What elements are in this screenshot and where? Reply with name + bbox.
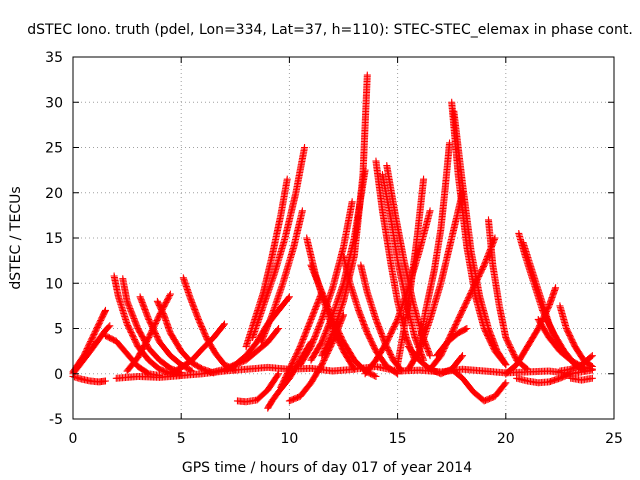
series-18 [277,288,326,391]
data-point [371,372,379,380]
series-6 [136,293,196,375]
data-point [274,326,282,334]
y-tick-label: -5 [49,412,63,428]
data-point [328,330,336,338]
x-tick-label: 5 [177,431,186,447]
chart-title: dSTEC Iono. truth (pdel, Lon=334, Lat=37… [27,22,633,38]
data-point [220,320,228,328]
data-point [105,323,113,331]
data-point [268,312,276,320]
y-tick-label: 5 [54,322,63,338]
series-22 [296,198,356,369]
series-1 [69,372,109,386]
data-point [588,374,596,382]
series-4 [110,272,185,380]
x-tick-label: 15 [389,431,407,447]
y-tick-label: 25 [45,141,63,157]
series-13 [233,370,283,406]
grid [73,57,614,419]
y-tick-label: 20 [45,186,63,202]
x-tick-label: 25 [605,431,623,447]
data-point [285,293,293,301]
y-tick-label: 30 [45,95,63,111]
y-tick-label: 10 [45,276,63,292]
data-point [166,290,174,298]
data-point [301,144,309,151]
series-2 [69,322,114,378]
data-point [283,175,291,183]
series-9 [123,290,174,375]
data-point [284,294,292,302]
x-axis-label: GPS time / hours of day 017 of year 2014 [182,460,472,476]
series-32 [404,189,467,373]
x-tick-label: 10 [280,431,298,447]
series-28 [378,171,428,364]
data-point [426,207,434,215]
data-point [363,71,371,79]
y-tick-label: 35 [45,50,63,66]
data-point [275,325,283,332]
series-10 [166,320,228,378]
data-point [372,372,380,380]
data-point [348,198,356,206]
data-point [420,175,428,183]
data-point [274,371,282,379]
series-0 [69,306,109,376]
data-point [101,377,109,385]
series-16 [249,144,309,342]
data-point [298,207,306,215]
data-point [106,322,114,330]
data-point [317,317,325,325]
axis-ticks: 0 5 10 15 20 25 -5 0 5 10 15 20 25 30 35 [45,50,623,447]
data-point [166,291,174,299]
data-point [101,306,109,314]
data-point [219,321,227,329]
y-tick-label: 15 [45,231,63,247]
y-tick-label: 0 [54,367,63,383]
x-tick-label: 0 [69,431,78,447]
y-axis-label: dSTEC / TECUs [8,186,24,289]
data-point [328,312,336,320]
x-tick-label: 20 [497,431,515,447]
series-17 [257,207,306,346]
data-series [69,71,596,412]
series-48 [567,374,596,384]
